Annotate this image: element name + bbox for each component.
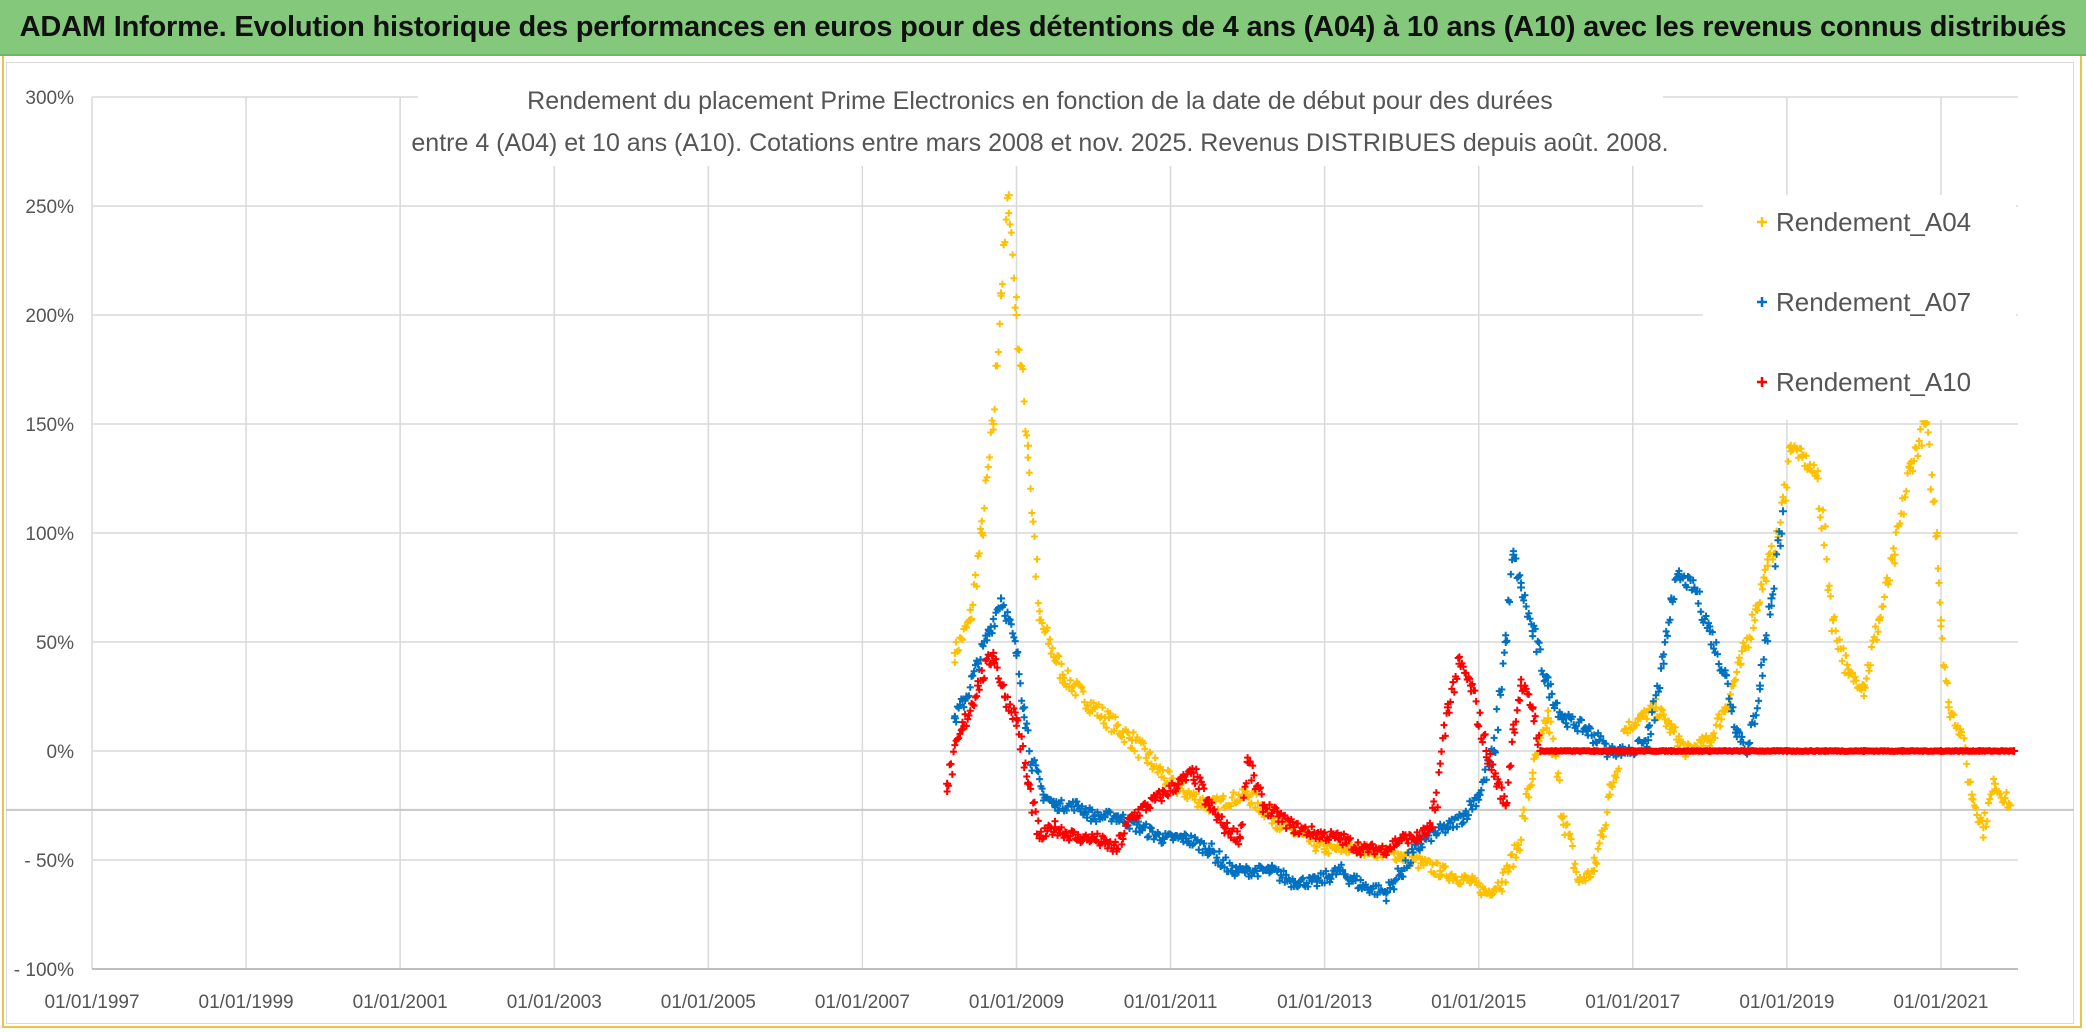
- point-Rendement_A07: [1659, 659, 1668, 668]
- point-Rendement_A04: [1990, 779, 1999, 788]
- x-tick-label: 01/01/2013: [1277, 992, 1372, 1013]
- point-Rendement_A04: [1024, 441, 1033, 450]
- point-Rendement_A04: [1651, 703, 1660, 712]
- point-cloud-Rendement_A07: [951, 527, 1786, 905]
- x-axis-ticks: 01/01/1997 01/01/1999 01/01/2001 01/01/2003…: [44, 992, 1988, 1013]
- y-tick-label: 0%: [47, 742, 75, 763]
- legend-background: [1703, 195, 2016, 420]
- legend-marker: [1757, 377, 1767, 387]
- point-Rendement_A07: [1501, 638, 1510, 646]
- point-Rendement_A04: [1763, 561, 1772, 570]
- x-tick-label: 01/01/2015: [1431, 992, 1526, 1013]
- y-tick-label: 100%: [25, 524, 74, 545]
- y-tick-label: - 100%: [14, 960, 74, 981]
- chart-title-line-2: entre 4 (A04) et 10 ans (A10). Cotations…: [411, 129, 1668, 157]
- legend-label: Rendement_A04: [1776, 207, 1971, 237]
- y-tick-label: 200%: [25, 306, 74, 327]
- legend: Rendement_A04 Rendement_A07 Rendement_A10: [1703, 195, 2016, 420]
- y-tick-label: - 50%: [24, 851, 74, 872]
- point-Rendement_A07: [1767, 594, 1776, 603]
- point-cloud-Rendement_A10: [943, 651, 2017, 859]
- chart-title-background: [418, 84, 1663, 166]
- chart-area-border: [6, 62, 2074, 1024]
- point-Rendement_A07: [1020, 703, 1029, 712]
- data-points: [943, 191, 2019, 905]
- y-axis-ticks: 300% 250% 200% 150% 100% 50% 0% - 50% - 100%: [14, 88, 74, 981]
- point-Rendement_A07: [1779, 507, 1788, 516]
- chart-frame: [2, 56, 2082, 1028]
- legend-marker: [1757, 217, 1767, 227]
- point-Rendement_A10: [1482, 747, 1491, 755]
- x-tick-label: 01/01/2011: [1124, 992, 1218, 1013]
- x-tick-label: 01/01/1997: [44, 992, 139, 1013]
- x-tick-label: 01/01/2003: [507, 992, 602, 1013]
- x-tick-label: 01/01/1999: [199, 992, 294, 1013]
- report-title: ADAM Informe. Evolution historique des p…: [19, 10, 2067, 43]
- x-tick-label: 01/01/2001: [353, 992, 448, 1013]
- y-tick-label: 250%: [25, 197, 74, 218]
- x-tick-label: 01/01/2017: [1585, 992, 1680, 1013]
- legend-marker: [1757, 297, 1767, 307]
- chart-title: Rendement du placement Prime Electronics…: [411, 84, 1669, 166]
- point-Rendement_A04: [1890, 550, 1899, 559]
- point-Rendement_A04: [1012, 311, 1021, 319]
- x-tick-label: 01/01/2009: [969, 992, 1064, 1013]
- x-tick-label: 01/01/2007: [815, 992, 910, 1013]
- y-tick-label: 150%: [25, 415, 74, 436]
- y-tick-label: 300%: [25, 88, 74, 109]
- chart-title-line-1: Rendement du placement Prime Electronics…: [527, 87, 1553, 115]
- series-Rendement_A10: [943, 648, 2019, 859]
- x-tick-label: 01/01/2019: [1739, 992, 1834, 1013]
- legend-label: Rendement_A10: [1776, 367, 1971, 397]
- x-tick-label: 01/01/2021: [1893, 992, 1988, 1013]
- report-header: ADAM Informe. Evolution historique des p…: [0, 0, 2086, 56]
- y-tick-label: 50%: [36, 633, 74, 654]
- legend-label: Rendement_A07: [1776, 287, 1971, 317]
- x-tick-label: 01/01/2005: [661, 992, 756, 1013]
